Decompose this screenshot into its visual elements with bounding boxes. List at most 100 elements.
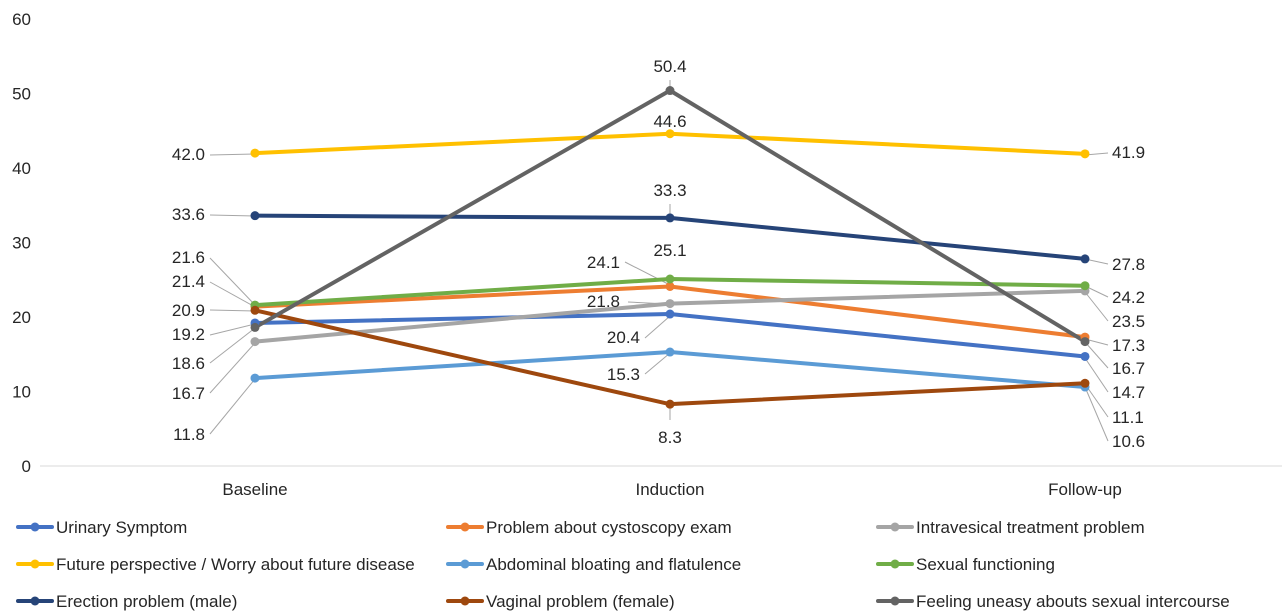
data-label-erection-problem-male: 27.8 (1112, 255, 1145, 274)
data-point-abdominal-bloating-and-flatulence (250, 373, 260, 383)
x-axis-ticks: Baseline Induction Follow-up (222, 480, 1121, 499)
label-leader-line (209, 309, 256, 312)
data-point-vaginal-problem-female (250, 305, 260, 315)
y-tick-label: 20 (12, 308, 31, 327)
label-leader-line (644, 315, 671, 339)
label-leader-line (1084, 341, 1109, 369)
legend-item-problem-about-cystoscopy-exam: Problem about cystoscopy exam (446, 518, 732, 537)
data-point-erection-problem-male (250, 211, 260, 221)
label-leader-lines (209, 80, 1109, 442)
data-labels: 19.2 20.4 14.7 21.4 24.1 17.3 16.7 21.8 23.5 42.0… (172, 57, 1145, 451)
legend-item-vaginal-problem-female: Vaginal problem (female) (446, 592, 675, 611)
legend-item-erection-problem-male: Erection problem (male) (16, 592, 237, 611)
label-leader-line (1084, 383, 1109, 418)
legend-label: Vaginal problem (female) (486, 592, 675, 611)
data-point-future-perspective-worry-about-future-disease (1080, 149, 1090, 159)
data-point-erection-problem-male (1080, 254, 1090, 264)
data-point-future-perspective-worry-about-future-disease (250, 148, 260, 158)
label-leader-line (209, 323, 256, 336)
label-leader-line (209, 378, 256, 435)
data-label-urinary-symptom: 20.4 (607, 328, 640, 347)
data-label-vaginal-problem-female: 20.9 (172, 301, 205, 320)
data-point-urinary-symptom (1080, 351, 1090, 361)
legend-label: Feeling uneasy abouts sexual intercourse (916, 592, 1230, 611)
data-label-sexual-functioning: 25.1 (653, 241, 686, 260)
label-leader-line (209, 327, 256, 364)
legend-marker (460, 559, 470, 569)
data-label-future-perspective-worry-about-future-disease: 41.9 (1112, 143, 1145, 162)
data-label-urinary-symptom: 14.7 (1112, 383, 1145, 402)
data-point-sexual-functioning (665, 274, 675, 284)
legend-label: Abdominal bloating and flatulence (486, 555, 741, 574)
series-points (250, 86, 1090, 409)
legend-item-intravesical-treatment-problem: Intravesical treatment problem (876, 518, 1145, 537)
data-point-erection-problem-male (665, 213, 675, 223)
data-point-abdominal-bloating-and-flatulence (665, 347, 675, 357)
legend: Urinary Symptom Problem about cystoscopy … (16, 518, 1230, 611)
data-label-feeling-uneasy-abouts-sexual-intercourse: 18.6 (172, 354, 205, 373)
data-label-sexual-functioning: 24.2 (1112, 288, 1145, 307)
legend-marker (890, 596, 900, 606)
data-label-abdominal-bloating-and-flatulence: 10.6 (1112, 432, 1145, 451)
y-tick-label: 40 (12, 159, 31, 178)
x-tick-label: Follow-up (1048, 480, 1122, 499)
data-label-abdominal-bloating-and-flatulence: 11.8 (173, 425, 205, 444)
label-leader-line (209, 214, 256, 217)
data-point-feeling-uneasy-abouts-sexual-intercourse (1080, 337, 1090, 347)
legend-marker (460, 596, 470, 606)
legend-item-abdominal-bloating-and-flatulence: Abdominal bloating and flatulence (446, 555, 741, 574)
legend-marker (890, 522, 900, 532)
data-label-erection-problem-male: 33.3 (653, 181, 686, 200)
label-leader-line (1084, 291, 1109, 322)
label-leader-line (1084, 357, 1109, 393)
x-tick-label: Induction (636, 480, 705, 499)
data-label-urinary-symptom: 19.2 (172, 325, 205, 344)
data-point-feeling-uneasy-abouts-sexual-intercourse (250, 322, 260, 332)
data-label-feeling-uneasy-abouts-sexual-intercourse: 50.4 (653, 57, 686, 76)
legend-marker (30, 596, 40, 606)
data-label-future-perspective-worry-about-future-disease: 42.0 (172, 145, 205, 164)
data-point-intravesical-treatment-problem (665, 299, 675, 309)
data-label-problem-about-cystoscopy-exam: 17.3 (1112, 336, 1145, 355)
legend-item-feeling-uneasy-abouts-sexual-intercourse: Feeling uneasy abouts sexual intercourse (876, 592, 1230, 611)
label-leader-line (1084, 386, 1109, 442)
label-leader-line (209, 257, 256, 306)
y-tick-label: 0 (22, 457, 31, 476)
legend-label: Erection problem (male) (56, 592, 237, 611)
data-label-intravesical-treatment-problem: 23.5 (1112, 312, 1145, 331)
legend-item-future-perspective-worry-about-future-disease: Future perspective / Worry about future … (16, 555, 415, 574)
y-tick-label: 50 (12, 85, 31, 104)
legend-label: Intravesical treatment problem (916, 518, 1145, 537)
data-label-vaginal-problem-female: 11.1 (1112, 408, 1144, 427)
data-point-problem-about-cystoscopy-exam (665, 281, 675, 291)
data-label-problem-about-cystoscopy-exam: 21.4 (172, 272, 205, 291)
data-label-feeling-uneasy-abouts-sexual-intercourse: 16.7 (1112, 359, 1145, 378)
legend-label: Problem about cystoscopy exam (486, 518, 732, 537)
legend-marker (30, 559, 40, 569)
data-point-future-perspective-worry-about-future-disease (665, 129, 675, 139)
data-label-problem-about-cystoscopy-exam: 24.1 (587, 253, 620, 272)
legend-marker (30, 522, 40, 532)
x-tick-label: Baseline (222, 480, 287, 499)
y-tick-label: 60 (12, 10, 31, 29)
data-point-urinary-symptom (665, 309, 675, 319)
legend-item-urinary-symptom: Urinary Symptom (16, 518, 187, 537)
label-leader-line (209, 342, 256, 394)
legend-label: Urinary Symptom (56, 518, 187, 537)
series-line-abdominal-bloating-and-flatulence (253, 350, 1087, 390)
data-point-feeling-uneasy-abouts-sexual-intercourse (665, 86, 675, 96)
data-point-vaginal-problem-female (665, 399, 675, 409)
legend-marker (890, 559, 900, 569)
legend-label: Future perspective / Worry about future … (56, 555, 415, 574)
data-label-sexual-functioning: 21.6 (172, 248, 205, 267)
data-label-vaginal-problem-female: 8.3 (658, 428, 682, 447)
data-label-abdominal-bloating-and-flatulence: 15.3 (607, 365, 640, 384)
data-label-intravesical-treatment-problem: 21.8 (587, 292, 620, 311)
data-label-future-perspective-worry-about-future-disease: 44.6 (653, 112, 686, 131)
label-leader-line (209, 281, 256, 308)
y-axis-ticks: 0 10 20 30 40 50 60 (12, 10, 31, 476)
data-point-vaginal-problem-female (1080, 378, 1090, 388)
label-leader-line (644, 352, 671, 375)
data-point-intravesical-treatment-problem (250, 337, 260, 347)
